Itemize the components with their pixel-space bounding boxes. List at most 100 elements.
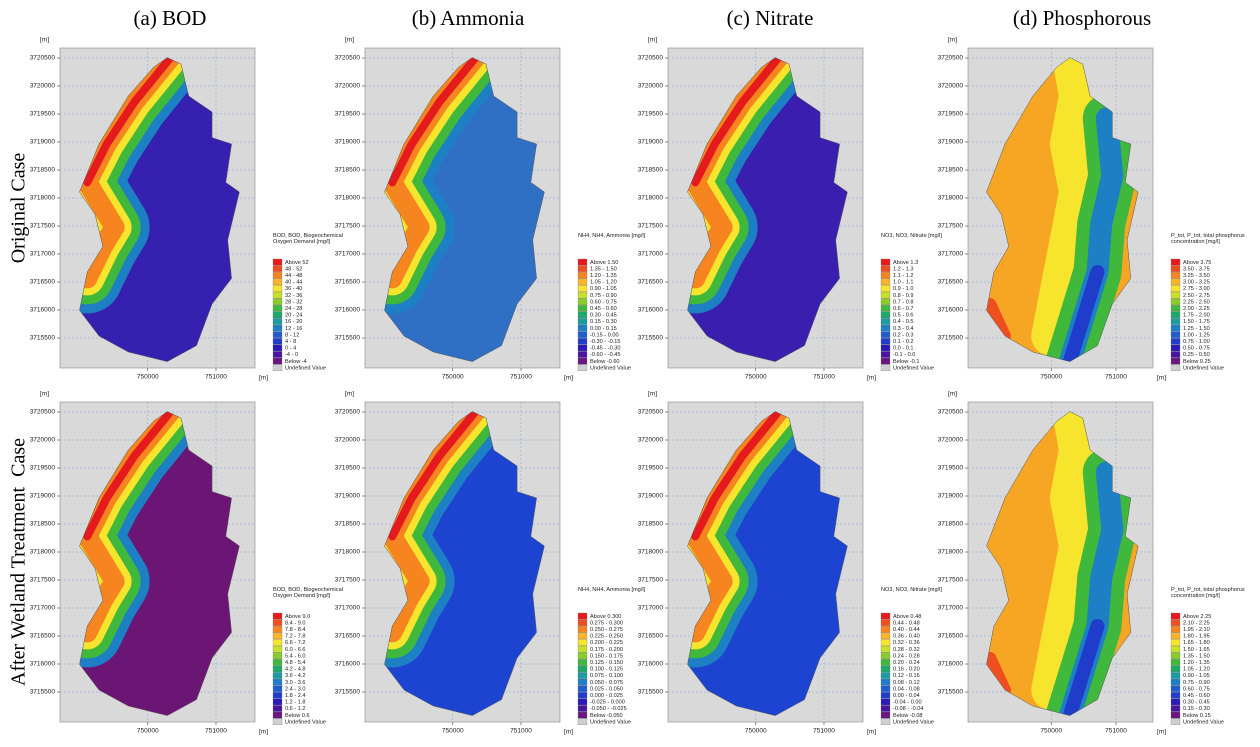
y-tick-label: 3719500 xyxy=(30,465,56,472)
legend-swatch xyxy=(881,332,890,338)
legend-title-box: P_tot, P_tot, total phosphorus concentra… xyxy=(1171,587,1249,613)
y-tick-label: 3720500 xyxy=(638,55,664,62)
legend-label: 0.44 - 0.48 xyxy=(893,620,920,626)
y-tick-label: 3717500 xyxy=(335,577,361,584)
legend-label: 0.9 - 1.0 xyxy=(893,286,914,292)
legend-swatch xyxy=(1171,292,1180,298)
legend-label: Undefined Value xyxy=(1183,365,1224,371)
legend-title: NO3, NO3, Nitrate [mg/l] xyxy=(881,587,959,593)
y-tick-label: 3716000 xyxy=(335,307,361,314)
legend-swatch xyxy=(273,719,282,725)
legend-label: 2.00 - 2.25 xyxy=(1183,306,1210,312)
legend-swatch xyxy=(1171,620,1180,626)
y-tick-label: 3716000 xyxy=(938,661,964,668)
legend-swatch xyxy=(273,633,282,639)
legend-swatch xyxy=(1171,699,1180,705)
y-tick-label: 3720500 xyxy=(30,55,56,62)
legend-swatch xyxy=(578,318,587,324)
legend-label: 0.075 - 0.100 xyxy=(590,673,623,679)
axis-unit: [m] xyxy=(259,375,268,382)
legend-label: 0.32 - 0.36 xyxy=(893,640,920,646)
legend-label: 0.2 - 0.3 xyxy=(893,332,914,338)
y-tick-label: 3717000 xyxy=(30,605,56,612)
legend-label: 1.75 - 2.00 xyxy=(1183,313,1210,319)
legend-swatch xyxy=(881,299,890,305)
legend-swatch xyxy=(578,686,587,692)
legend-label: 0.4 - 0.5 xyxy=(893,319,914,325)
legend-label: 1.0 - 1.1 xyxy=(893,280,914,286)
y-tick-label: 3718000 xyxy=(938,195,964,202)
legend-swatch xyxy=(881,259,890,265)
legend-swatch xyxy=(578,646,587,652)
legend-swatch xyxy=(273,312,282,318)
y-tick-label: 3717000 xyxy=(335,605,361,612)
legend-label: 0.08 - 0.12 xyxy=(893,680,920,686)
legend-label: -0.1 - 0.0 xyxy=(893,352,915,358)
legend-label: Below -0.1 xyxy=(893,359,919,365)
legend-swatch xyxy=(881,272,890,278)
legend-swatch xyxy=(273,365,282,371)
legend-label: 0.6 - 1.2 xyxy=(285,706,306,712)
legend-label: Below -0.050 xyxy=(590,713,623,719)
legend-label: 1.95 - 2.10 xyxy=(1183,627,1210,633)
legend-swatch xyxy=(1171,338,1180,344)
y-tick-label: 3717500 xyxy=(938,577,964,584)
x-tick-label: 750000 xyxy=(137,374,159,381)
y-tick-label: 3716000 xyxy=(638,307,664,314)
legend-swatch xyxy=(578,272,587,278)
legend-label: 0.1 - 0.2 xyxy=(893,339,914,345)
y-tick-label: 3717500 xyxy=(638,223,664,230)
y-tick-label: 3716000 xyxy=(30,661,56,668)
legend-swatch xyxy=(881,639,890,645)
legend-swatch xyxy=(578,705,587,711)
legend-title: NO3, NO3, Nitrate [mg/l] xyxy=(881,233,959,239)
legend-swatch xyxy=(578,325,587,331)
legend-label: 0.50 - 0.75 xyxy=(1183,346,1210,352)
legend-label: 12 - 16 xyxy=(285,326,302,332)
y-tick-label: 3719000 xyxy=(30,493,56,500)
y-tick-label: 3715500 xyxy=(335,689,361,696)
legend-swatch xyxy=(881,613,890,619)
legend-label: 3.0 - 3.6 xyxy=(285,680,306,686)
axis-unit: [m] xyxy=(948,37,957,44)
legend-swatch xyxy=(881,699,890,705)
y-tick-label: 3718500 xyxy=(638,521,664,528)
y-tick-label: 3716500 xyxy=(938,279,964,286)
legend-label: 0.28 - 0.32 xyxy=(893,647,920,653)
legend-label: 1.05 - 1.20 xyxy=(1183,667,1210,673)
legend-swatch xyxy=(881,626,890,632)
legend-label: 1.65 - 1.80 xyxy=(1183,640,1210,646)
legend-label: Below -0.60 xyxy=(590,359,620,365)
y-tick-label: 3718000 xyxy=(30,195,56,202)
legend-swatch xyxy=(1171,272,1180,278)
legend-swatch xyxy=(881,285,890,291)
legend-swatch xyxy=(578,699,587,705)
legend-label: 2.10 - 2.25 xyxy=(1183,620,1210,626)
legend-label: Undefined Value xyxy=(590,365,631,371)
legend-label: Above 1.50 xyxy=(590,260,618,266)
y-tick-label: 3718000 xyxy=(638,195,664,202)
legend-title-box: P_tot, P_tot, total phosphorus concentra… xyxy=(1171,233,1249,259)
legend-swatch xyxy=(881,338,890,344)
y-tick-label: 3715500 xyxy=(30,335,56,342)
column-title: (a) BOD xyxy=(134,6,207,30)
legend-swatch xyxy=(273,266,282,272)
y-tick-label: 3720500 xyxy=(638,409,664,416)
axis-unit: [m] xyxy=(1157,729,1166,736)
x-tick-label: 751000 xyxy=(510,728,532,735)
y-tick-label: 3718000 xyxy=(30,549,56,556)
legend-label: 0.24 - 0.28 xyxy=(893,653,920,659)
y-tick-label: 3716500 xyxy=(938,633,964,640)
legend-label: -0.025 - 0.000 xyxy=(590,700,625,706)
legend-label: 0.12 - 0.16 xyxy=(893,673,920,679)
legend-label: 1.20 - 1.35 xyxy=(590,273,617,279)
legend-swatch xyxy=(578,338,587,344)
legend-label: 48 - 52 xyxy=(285,266,302,272)
legend-label: 0.90 - 1.05 xyxy=(590,286,617,292)
axis-unit: [m] xyxy=(40,37,49,44)
y-tick-label: 3719000 xyxy=(335,139,361,146)
y-tick-label: 3717500 xyxy=(30,223,56,230)
legend-swatch xyxy=(578,305,587,311)
y-tick-label: 3719500 xyxy=(938,111,964,118)
legend-label: Undefined Value xyxy=(893,719,934,725)
